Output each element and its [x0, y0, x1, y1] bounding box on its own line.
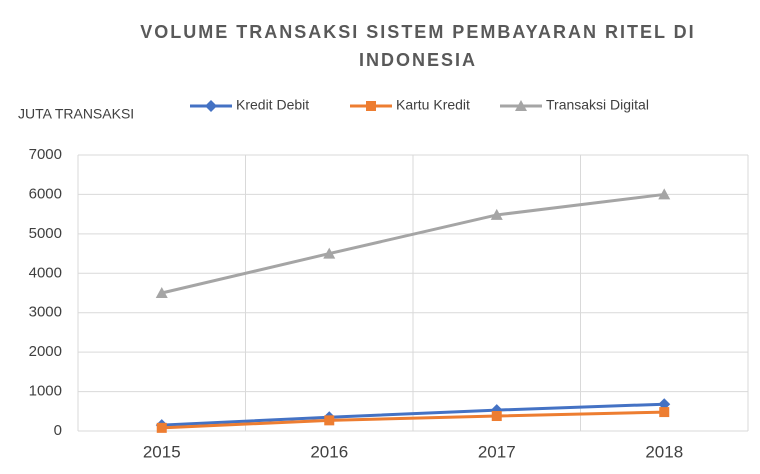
y-axis-label: JUTA TRANSAKSI — [18, 106, 134, 122]
chart-container: JUTA TRANSAKSI 0 1000 2000 3000 4000 5000 6000… — [0, 0, 760, 474]
y-tick-label: 2000 — [29, 343, 62, 360]
x-tick-label: 2018 — [645, 442, 683, 461]
x-tick-label: 2015 — [143, 442, 181, 461]
marker — [659, 407, 669, 417]
y-tick-label: 6000 — [29, 185, 62, 202]
marker — [157, 423, 167, 433]
marker — [205, 100, 217, 112]
chart-title: VOLUME TRANSAKSI SISTEM PEMBAYARAN RITEL… — [118, 18, 718, 74]
y-tick-label: 5000 — [29, 225, 62, 242]
legend-label: Kartu Kredit — [396, 97, 470, 113]
y-tick-label: 7000 — [29, 146, 62, 163]
marker — [492, 411, 502, 421]
marker — [366, 101, 376, 111]
x-tick-label: 2016 — [310, 442, 348, 461]
x-tick-label: 2017 — [478, 442, 516, 461]
y-tick-label: 3000 — [29, 304, 62, 321]
legend-label: Kredit Debit — [236, 97, 309, 113]
y-tick-label: 1000 — [29, 383, 62, 400]
marker — [324, 415, 334, 425]
y-tick-label: 0 — [54, 422, 62, 439]
legend-label: Transaksi Digital — [546, 97, 649, 113]
y-tick-label: 4000 — [29, 264, 62, 281]
